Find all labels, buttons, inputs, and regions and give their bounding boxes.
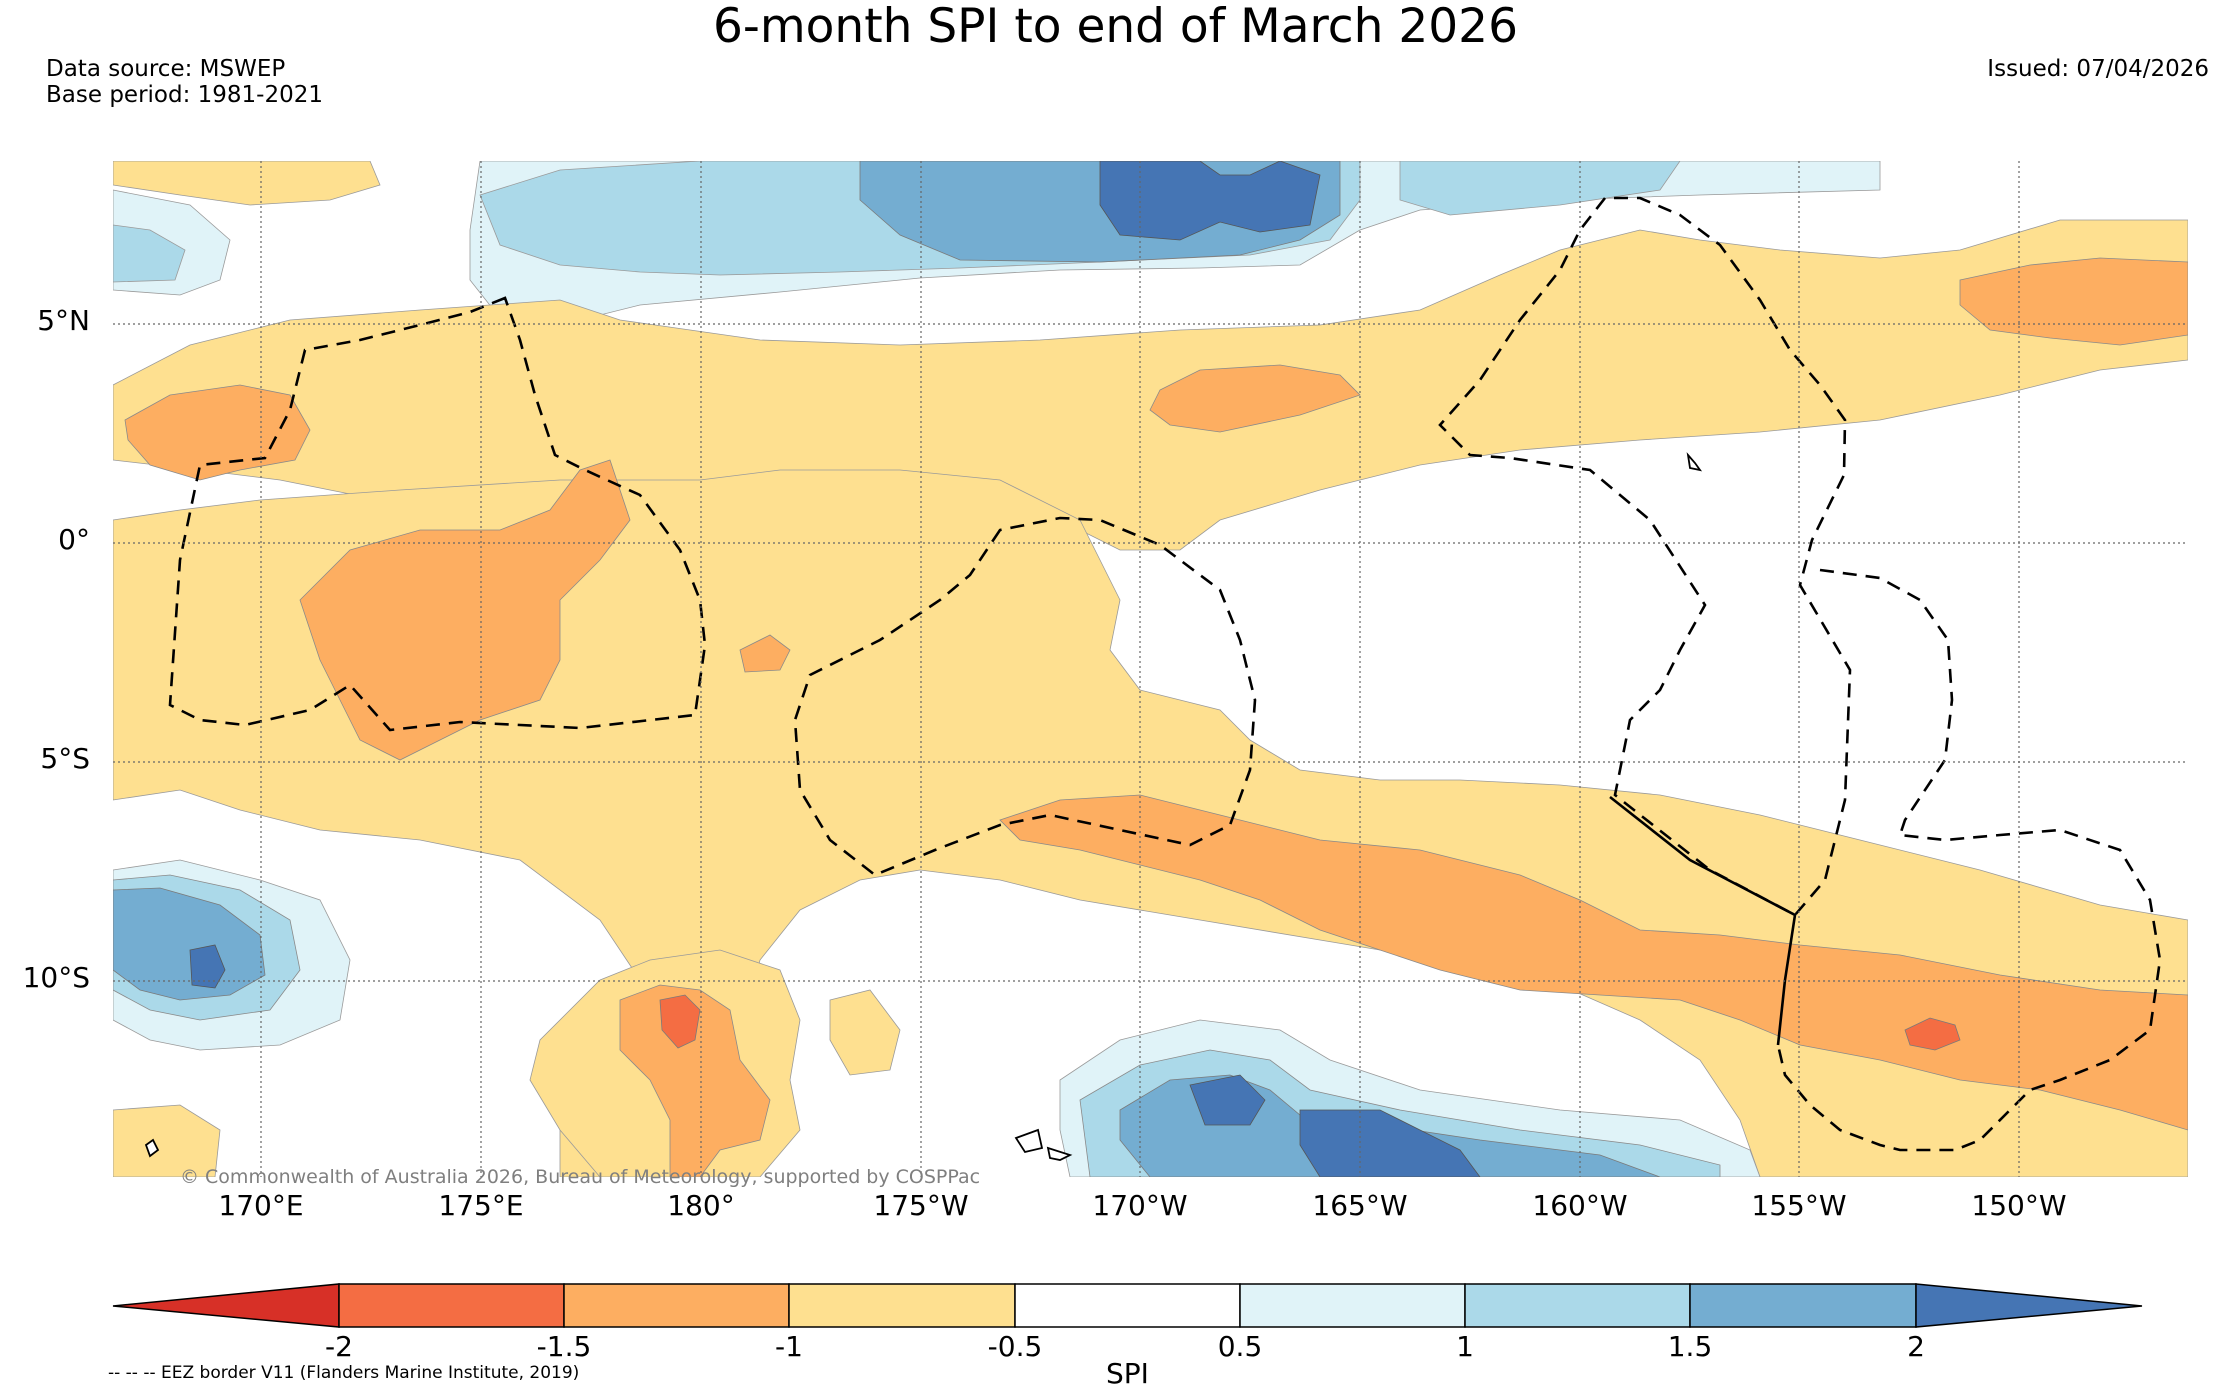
island-outline [1046,1146,1073,1161]
spi-region-south-wet-central-extreme [1189,1074,1481,1177]
spi-region-south-dry-sw-red [659,994,701,1049]
spi-region-south-dry-sw-orange [619,984,771,1177]
colorbar-tick: 1.5 [1667,1330,1713,1363]
colorbar-tick: 0.5 [1217,1330,1263,1363]
lon-label-180: 180° [667,1189,735,1222]
spi-region-south-wet-west-extreme [189,944,226,989]
lon-label-165w: 165°W [1312,1189,1408,1222]
lon-label-160w: 160°W [1532,1189,1628,1222]
maritime-boundary-solid [1609,795,1797,1046]
spi-region-south-dry-red [1904,1017,1961,1051]
lon-label-150w: 150°W [1971,1189,2067,1222]
colorbar-label: SPI [1106,1357,1149,1390]
spi-region-north-wet-medium-east [1399,161,1681,216]
spi-region-central-dry-orange [299,459,631,761]
colorbar-tick: -1 [775,1330,803,1363]
eez-legend: -- -- -- EEZ border V11 (Flanders Marine… [108,1363,580,1383]
spi-region-south-dry-far-sw [113,1104,221,1177]
colorbar-tick: -1.5 [536,1330,592,1363]
spi-region-north-wet-medium-west [113,224,186,283]
base-period: Base period: 1981-2021 [46,82,324,108]
eez-border-tuvalu-phoenix [793,516,1257,877]
colorbar-bin--0.5-to-0.5 [1014,1283,1241,1328]
colorbar-tick: -0.5 [987,1330,1043,1363]
spi-region-north-wet-extreme [1099,161,1321,241]
lon-label-155w: 155°W [1751,1189,1847,1222]
data-source: Data source: MSWEP [46,56,286,82]
colorbar-tick: 2 [1907,1330,1925,1363]
lat-label-5s: 5°S [40,742,90,775]
colorbar [112,1283,2143,1328]
island-outline [1014,1128,1044,1154]
data-info: Data source: MSWEP Base period: 1981-202… [46,56,323,108]
colorbar-tick: -2 [325,1330,353,1363]
island-outline [1686,452,1703,472]
spi-region-south-wet-west-strong [113,887,266,1001]
lon-label-175e: 175°E [438,1189,524,1222]
lon-label-170e: 170°E [218,1189,304,1222]
lat-label-0: 0° [58,523,90,556]
map-title: 6-month SPI to end of March 2026 [713,0,1518,54]
lon-label-175w: 175°W [873,1189,969,1222]
colorbar-bin--2-to--1.5 [338,1283,565,1328]
colorbar-bin--1.5-to--1 [563,1283,790,1328]
island-outline [144,1138,160,1158]
colorbar-bin-1.5-to-2 [1689,1283,1917,1328]
lon-label-170w: 170°W [1092,1189,1188,1222]
colorbar-tick: 1 [1456,1330,1474,1363]
boundary-line-segment [1609,795,1797,1046]
colorbar-bin-1-to-1.5 [1464,1283,1691,1328]
spi-region-south-dry-small [829,989,901,1076]
lat-label-5n: 5°N [37,304,90,337]
lat-label-10s: 10°S [22,961,90,994]
eez-borders [168,196,2162,1152]
spi-region-south-dry-orange [999,794,2188,1131]
spi-region-north-dry-orange-central [1149,364,1361,433]
graticule [113,161,2188,1177]
colorbar-extend-low [112,1283,340,1328]
spi-map [113,161,2188,1177]
colorbar-bin--1-to--0.5 [788,1283,1016,1328]
spi-region-north-dry-orange-east [1959,257,2188,346]
spi-region-north-dry-west [113,161,381,206]
spi-region-north-dry-orange-west [124,384,311,481]
eez-border-cook-islands [1776,568,2162,1152]
colorbar-extend-high [1915,1283,2143,1328]
eez-border-line-islands [1438,196,1852,917]
spi-region-central-dry-orange-small [739,634,791,673]
issued-date: Issued: 07/04/2026 [1987,56,2209,82]
copyright-notice: © Commonwealth of Australia 2026, Bureau… [180,1166,981,1188]
island-outlines [144,452,1703,1161]
colorbar-bin-0.5-to-1 [1239,1283,1466,1328]
